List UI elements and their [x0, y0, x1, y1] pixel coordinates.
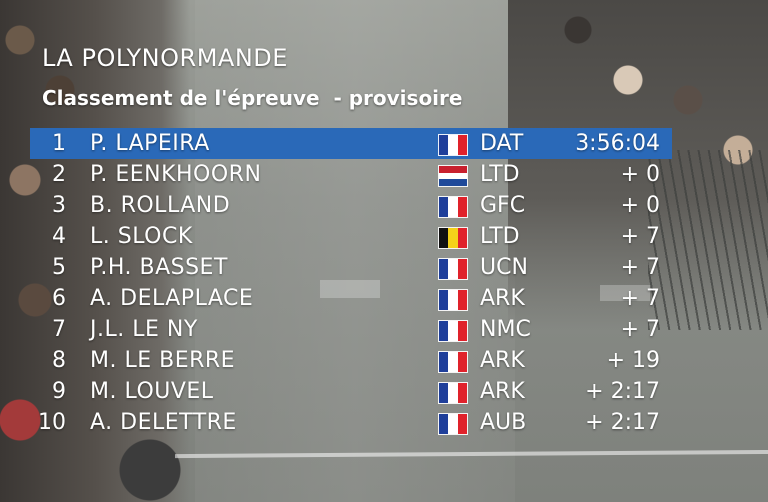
team-code: ARK [480, 348, 525, 373]
team-code: LTD [480, 224, 520, 249]
rider-name: B. ROLLAND [90, 193, 231, 218]
team-code: GFC [480, 193, 526, 218]
standings-row: 10 A. DELETTRE AUB + 2:17 [30, 407, 672, 438]
time-gap: + 0 [620, 193, 660, 218]
rank: 3 [52, 193, 66, 218]
rider-name: J.L. LE NY [90, 317, 198, 342]
team-code: AUB [480, 410, 527, 435]
rider-name: L. SLOCK [90, 224, 193, 249]
race-title: LA POLYNORMANDE [42, 44, 288, 72]
standings-row: 5 P.H. BASSET UCN + 7 [30, 252, 672, 283]
fr-flag-icon [438, 134, 468, 156]
fr-flag-icon [438, 382, 468, 404]
fr-flag-icon [438, 413, 468, 435]
road-marking [320, 280, 380, 298]
fr-flag-icon [438, 196, 468, 218]
rank: 4 [52, 224, 66, 249]
time-gap: + 7 [620, 224, 660, 249]
standings-row: 8 M. LE BERRE ARK + 19 [30, 345, 672, 376]
time-gap: + 19 [606, 348, 660, 373]
standings-row: 2 P. EENKHOORN LTD + 0 [30, 159, 672, 190]
rank: 6 [52, 286, 66, 311]
time-gap: 3:56:04 [575, 131, 660, 156]
rank: 2 [52, 162, 66, 187]
rank: 8 [52, 348, 66, 373]
time-gap: + 7 [620, 286, 660, 311]
team-code: ARK [480, 379, 525, 404]
standings-row: 4 L. SLOCK LTD + 7 [30, 221, 672, 252]
time-gap: + 0 [620, 162, 660, 187]
barrier [648, 150, 768, 330]
standings-row: 9 M. LOUVEL ARK + 2:17 [30, 376, 672, 407]
time-gap: + 7 [620, 255, 660, 280]
team-code: DAT [480, 131, 524, 156]
standings-table: 1 P. LAPEIRA DAT 3:56:04 2 P. EENKHOORN LTD + 0… [30, 128, 672, 438]
be-flag-icon [438, 227, 468, 249]
nl-flag-icon [438, 165, 468, 187]
rider-name: A. DELAPLACE [90, 286, 254, 311]
rank: 5 [52, 255, 66, 280]
standings-row: 6 A. DELAPLACE ARK + 7 [30, 283, 672, 314]
time-gap: + 2:17 [585, 410, 660, 435]
rider-name: M. LE BERRE [90, 348, 236, 373]
rider-name: P. EENKHOORN [90, 162, 262, 187]
road-marking [600, 285, 650, 301]
rank: 7 [52, 317, 66, 342]
rank: 9 [52, 379, 66, 404]
rider-name: A. DELETTRE [90, 410, 237, 435]
team-code: ARK [480, 286, 525, 311]
rider-name: P. LAPEIRA [90, 131, 210, 156]
rider-name: P.H. BASSET [90, 255, 228, 280]
rank: 1 [52, 131, 66, 156]
standings-row-leader: 1 P. LAPEIRA DAT 3:56:04 [30, 128, 672, 159]
team-code: UCN [480, 255, 528, 280]
fr-flag-icon [438, 320, 468, 342]
team-code: LTD [480, 162, 520, 187]
fr-flag-icon [438, 258, 468, 280]
time-gap: + 7 [620, 317, 660, 342]
rank: 10 [38, 410, 66, 435]
fr-flag-icon [438, 351, 468, 373]
standings-row: 7 J.L. LE NY NMC + 7 [30, 314, 672, 345]
rider-name: M. LOUVEL [90, 379, 214, 404]
classification-subtitle: Classement de l'épreuve - provisoire [42, 86, 463, 110]
team-code: NMC [480, 317, 531, 342]
standings-row: 3 B. ROLLAND GFC + 0 [30, 190, 672, 221]
time-gap: + 2:17 [585, 379, 660, 404]
fr-flag-icon [438, 289, 468, 311]
crowd-left [0, 0, 190, 502]
